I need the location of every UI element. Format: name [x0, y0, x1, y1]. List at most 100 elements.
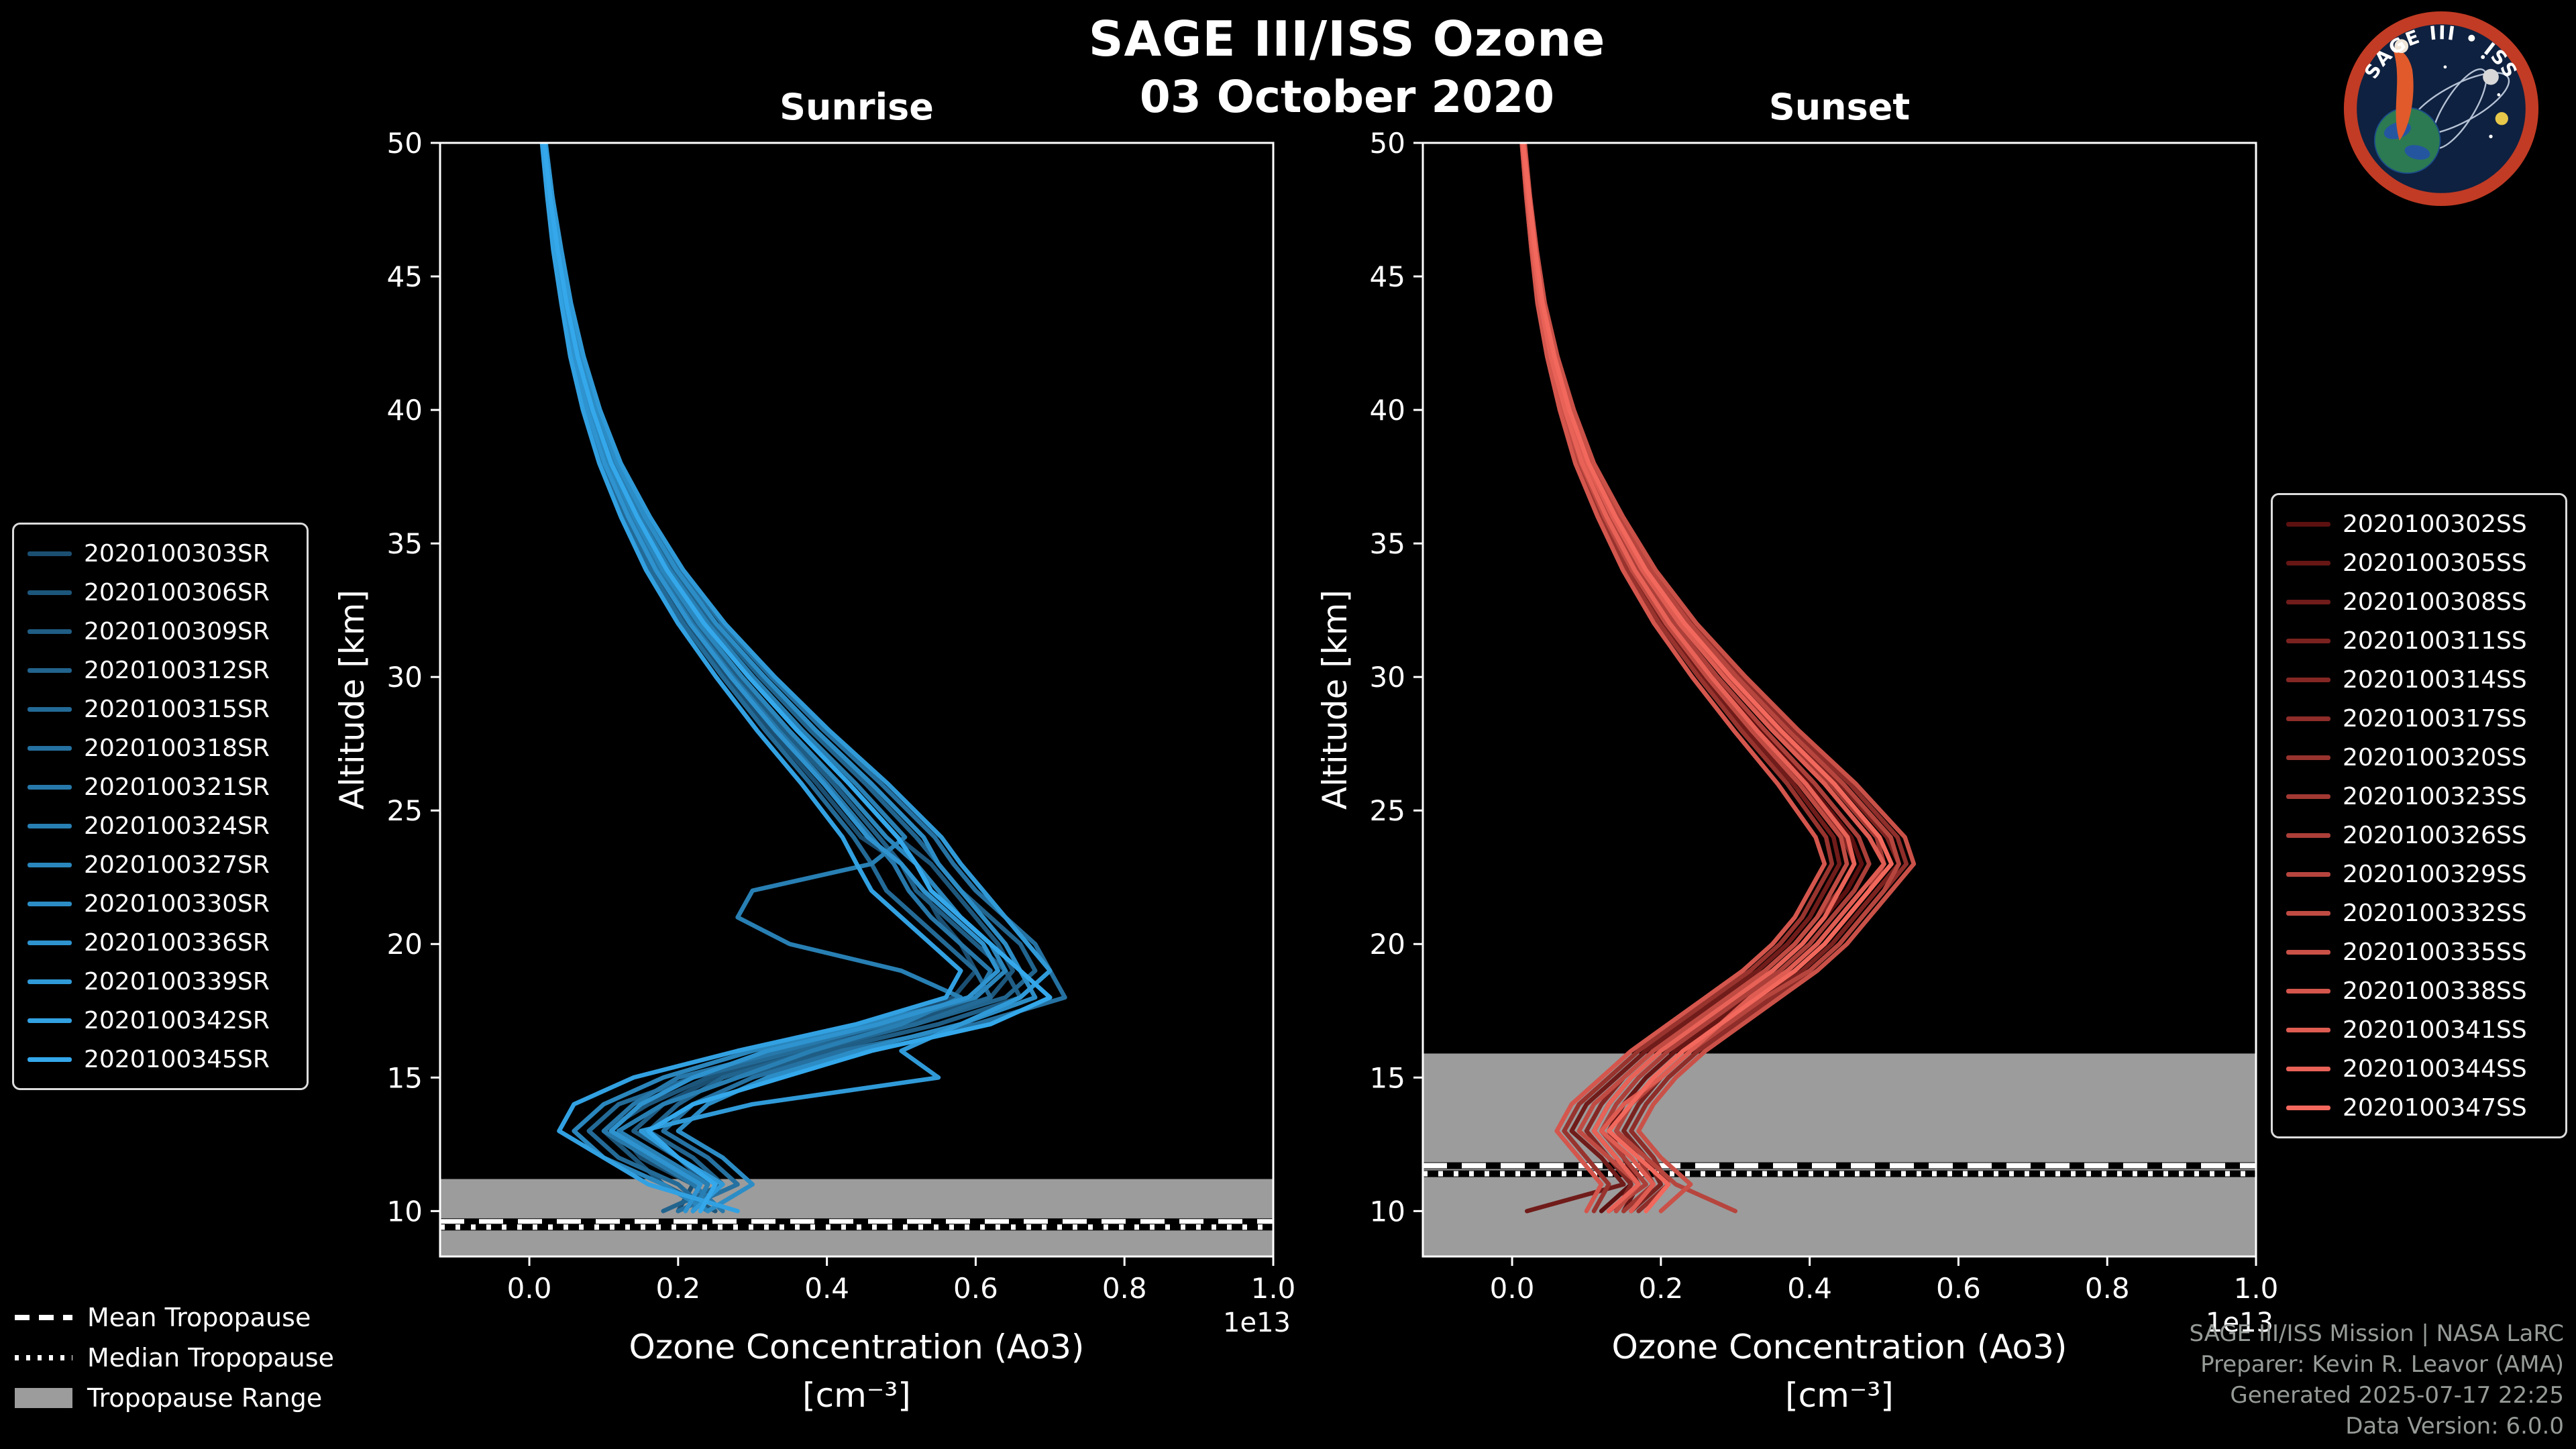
logo-figure [2393, 39, 2414, 141]
legend-line-swatch [28, 823, 72, 828]
y-tick-label: 20 [1370, 928, 1405, 961]
y-axis-label: Altitude [km] [333, 590, 372, 810]
credit-line-preparer: Preparer: Kevin R. Leavor (AMA) [2200, 1351, 2564, 1379]
sunset-chart: 10 15 20 25 30 35 40 45 50 0.0 0.2 0.4 0.6 0.8 1.01e13… [1316, 86, 2278, 1415]
x-tick-label: 0.2 [655, 1272, 700, 1305]
legend-item: 2020100314SS [2286, 660, 2552, 699]
legend-item-label: 2020100335SS [2343, 938, 2527, 966]
chart-panel-sunrise: 10 15 20 25 30 35 40 45 50 0.0 0.2 0.4 0.6 0.8 1.0 1e13… [326, 67, 1373, 1418]
legend-line-swatch [2286, 638, 2330, 643]
legend-line-swatch [28, 590, 72, 595]
legend-item: 2020100342SR [28, 1001, 293, 1040]
y-tick-label: 30 [1370, 661, 1405, 694]
sage-iss-logo: SAGE III • ISS [2343, 11, 2539, 207]
legend-line-swatch [2286, 1066, 2330, 1071]
x-tick-label: 0.0 [1490, 1272, 1535, 1305]
x-axis-offset-label: 1e13 [1223, 1307, 1291, 1338]
y-tick-label: 40 [387, 394, 423, 427]
y-axis-label: Altitude [km] [1316, 590, 1354, 810]
logo-stars [2443, 55, 2501, 139]
legend-item-label: 2020100312SR [84, 656, 270, 684]
legend-line-swatch [2286, 560, 2330, 566]
y-tick-label: 10 [1370, 1195, 1405, 1228]
mean-tropopause-label: Mean Tropopause [87, 1303, 311, 1332]
logo-moon [2483, 68, 2499, 85]
legend-item-label: 2020100309SR [84, 617, 270, 645]
legend-item: 2020100320SS [2286, 738, 2552, 777]
legend-line-swatch [2286, 910, 2330, 916]
y-tick-label: 50 [387, 127, 423, 160]
sunrise-legend: 2020100303SR 2020100306SR 2020100309SR 2020… [12, 523, 309, 1090]
legend-item: 2020100336SR [28, 923, 293, 962]
legend-item-label: 2020100305SS [2343, 549, 2527, 577]
legend-item-label: 2020100318SR [84, 734, 270, 762]
legend-item: 2020100315SR [28, 690, 293, 729]
legend-item: 2020100344SS [2286, 1049, 2552, 1088]
legend-item-label: 2020100332SS [2343, 899, 2527, 927]
legend-item-label: 2020100303SR [84, 539, 270, 568]
tropopause-range-band [1423, 1053, 2256, 1256]
x-tick-label: 0.4 [1787, 1272, 1832, 1305]
legend-line-swatch [28, 706, 72, 712]
x-axis-offset-label: 1e13 [2206, 1307, 2273, 1338]
page-title: SAGE III/ISS Ozone [1088, 11, 1606, 67]
x-tick-label: 0.2 [1638, 1272, 1683, 1305]
legend-item: 2020100326SS [2286, 816, 2552, 855]
y-tick-label: 45 [1370, 260, 1405, 293]
y-tick-label: 20 [387, 928, 423, 961]
median-tropopause-label: Median Tropopause [87, 1343, 334, 1373]
legend-line-swatch [2286, 716, 2330, 721]
legend-line-swatch [2286, 833, 2330, 838]
legend-item-label: 2020100306SR [84, 578, 270, 606]
dashed-line-swatch [15, 1315, 72, 1320]
legend-item: 2020100347SS [2286, 1088, 2552, 1127]
legend-item-label: 2020100342SR [84, 1006, 270, 1034]
legend-item-label: 2020100315SR [84, 695, 270, 723]
median-tropopause-legend-item: Median Tropopause [15, 1343, 334, 1373]
legend-line-swatch [28, 745, 72, 751]
legend-item: 2020100311SS [2286, 621, 2552, 660]
legend-item: 2020100323SS [2286, 777, 2552, 816]
legend-item: 2020100321SR [28, 767, 293, 806]
y-tick-label: 35 [387, 527, 423, 560]
credit-line-mission: SAGE III/ISS Mission | NASA LaRC [2189, 1320, 2564, 1348]
legend-line-swatch [2286, 599, 2330, 604]
legend-line-swatch [28, 940, 72, 945]
legend-item: 2020100308SS [2286, 582, 2552, 621]
legend-item: 2020100306SR [28, 573, 293, 612]
legend-item-label: 2020100344SS [2343, 1055, 2527, 1083]
legend-item-label: 2020100302SS [2343, 510, 2527, 538]
legend-item: 2020100335SS [2286, 932, 2552, 971]
legend-line-swatch [28, 1018, 72, 1023]
page-date: 03 October 2020 [1139, 71, 1555, 123]
profile-line-2020100339SR [543, 143, 1053, 1214]
mean-tropopause-legend-item: Mean Tropopause [15, 1303, 334, 1332]
y-tick-label: 15 [387, 1061, 423, 1094]
legend-line-swatch [28, 629, 72, 634]
legend-line-swatch [28, 551, 72, 556]
y-tick-label: 30 [387, 661, 423, 694]
legend-item: 2020100302SS [2286, 504, 2552, 543]
credit-line-version: Data Version: 6.0.0 [2345, 1413, 2564, 1440]
sunset-legend: 2020100302SS 2020100305SS 2020100308SS 2020… [2271, 493, 2567, 1138]
legend-item: 2020100330SR [28, 884, 293, 923]
legend-line-swatch [2286, 755, 2330, 760]
plot-frame [439, 142, 1275, 1258]
profile-line-2020100345SR [542, 143, 1053, 1214]
chart-panel-sunset: 10 15 20 25 30 35 40 45 50 0.0 0.2 0.4 0.6 0.8 1.0 1e13… [1309, 67, 2355, 1418]
logo-planet [2495, 112, 2508, 125]
plot-frame [1421, 142, 2257, 1258]
y-tick-label: 25 [1370, 794, 1405, 827]
legend-item: 2020100324SR [28, 806, 293, 845]
legend-item: 2020100305SS [2286, 543, 2552, 582]
x-axis-units-label: [cm⁻³] [1785, 1376, 1894, 1415]
legend-item-label: 2020100314SS [2343, 665, 2527, 694]
legend-item-label: 2020100341SS [2343, 1016, 2527, 1044]
legend-line-swatch [28, 667, 72, 673]
tropopause-range-legend-item: Tropopause Range [15, 1383, 334, 1413]
legend-item-label: 2020100308SS [2343, 588, 2527, 616]
y-tick-label: 50 [1370, 127, 1405, 160]
y-tick-label: 25 [387, 794, 423, 827]
legend-item-label: 2020100326SS [2343, 821, 2527, 849]
